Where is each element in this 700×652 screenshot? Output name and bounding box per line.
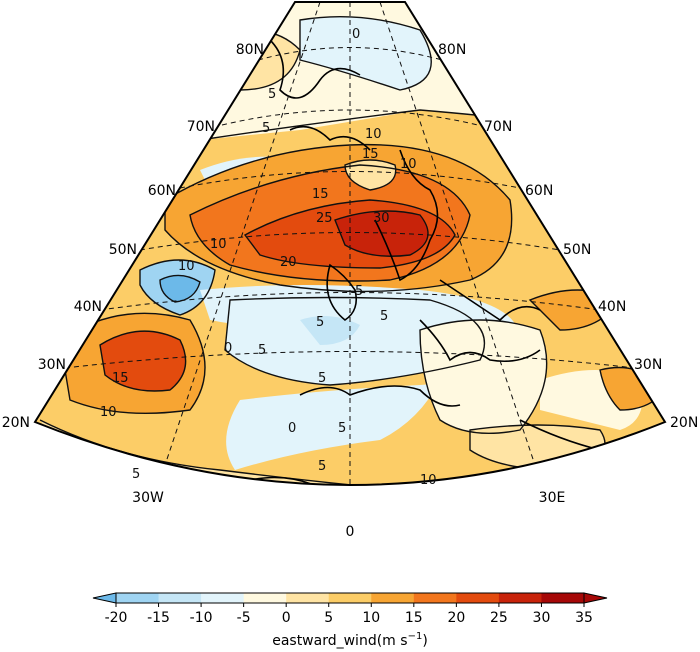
colorbar-cells xyxy=(116,593,585,603)
colorbar-cell xyxy=(243,593,287,603)
colorbar-cell xyxy=(328,593,372,603)
colorbar-label: eastward_wind(m s−1) xyxy=(272,631,428,649)
contour-label: 20 xyxy=(280,255,297,270)
contour-label: 10 xyxy=(100,405,117,420)
colorbar-frame xyxy=(115,592,585,604)
colorbar-tick-label: 35 xyxy=(575,610,593,626)
contour-label: 5 xyxy=(318,371,326,386)
lat-label: 80N xyxy=(438,42,466,58)
contour-label: 5 xyxy=(338,421,346,436)
colorbar-tick-label: 10 xyxy=(362,610,380,626)
lat-label: 40N xyxy=(598,299,626,315)
lat-label: 20N xyxy=(2,415,30,431)
contour-label: 5 xyxy=(380,309,388,324)
colorbar-cell xyxy=(116,593,160,603)
contour-label: 5 xyxy=(318,459,326,474)
contour-label: 15 xyxy=(312,187,329,202)
contour-label: 5 xyxy=(132,467,140,482)
colorbar-cell xyxy=(413,593,457,603)
colorbar-tick-label: -20 xyxy=(105,610,128,626)
lat-label: 50N xyxy=(563,242,591,258)
contour-label: 5 xyxy=(262,121,270,136)
colorbar-tick-label: 25 xyxy=(490,610,508,626)
colorbar-extend-right xyxy=(583,592,608,604)
colorbar-tick-label: 5 xyxy=(324,610,333,626)
lat-label: 80N xyxy=(236,42,264,58)
lon-label: 30W xyxy=(132,490,164,506)
lon-label: 0 xyxy=(346,524,355,540)
lat-label: 30N xyxy=(634,357,662,373)
contour-label: 5 xyxy=(268,87,276,102)
colorbar-tick-label: 0 xyxy=(282,610,291,626)
contour-label: 15 xyxy=(112,371,129,386)
contour-label: 15 xyxy=(362,147,379,162)
lon-labels: 30W 0 30E xyxy=(132,490,565,540)
contour-label: 25 xyxy=(316,211,333,226)
lat-labels-left: 80N 70N 60N 50N 40N 30N 20N xyxy=(2,42,264,431)
contour-label: 10 xyxy=(210,237,227,252)
lat-label: 70N xyxy=(484,119,512,135)
colorbar-cell xyxy=(541,593,585,603)
colorbar-cell xyxy=(456,593,500,603)
lon-label: 30E xyxy=(539,490,566,506)
contour-label: 0 xyxy=(352,27,360,42)
colorbar-tick-label: 20 xyxy=(447,610,465,626)
colorbar-cell xyxy=(371,593,415,603)
colorbar: -20 -15 -10 -5 0 5 10 15 20 25 30 35 eastward_wind(… xyxy=(92,592,608,649)
lat-labels-right: 80N 70N 60N 50N 40N 30N 20N xyxy=(438,42,698,431)
colorbar-tick-label: -5 xyxy=(237,610,251,626)
contour-label: 5 xyxy=(316,315,324,330)
colorbar-ticks: -20 -15 -10 -5 0 5 10 15 20 25 30 35 xyxy=(105,603,593,626)
colorbar-tick-label: -15 xyxy=(147,610,170,626)
lat-label: 60N xyxy=(148,183,176,199)
contour-label: 30 xyxy=(373,211,390,226)
colorbar-tick-label: 15 xyxy=(405,610,423,626)
contour-label: 10 xyxy=(420,473,437,488)
contour-label: 5 xyxy=(258,343,266,358)
contour-label: 5 xyxy=(355,284,363,299)
contour-label: 10 xyxy=(400,157,417,172)
colorbar-tick-label: 30 xyxy=(533,610,551,626)
map-border xyxy=(33,1,667,486)
colorbar-tick-label: -10 xyxy=(190,610,213,626)
contour-label: 0 xyxy=(288,421,296,436)
lat-label: 20N xyxy=(670,415,698,431)
graticule xyxy=(64,2,636,485)
lat-label: 30N xyxy=(38,357,66,373)
colorbar-cell xyxy=(201,593,245,603)
contour-label: 10 xyxy=(178,259,195,274)
contour-labels: 0 5 5 10 10 15 15 20 25 30 10 5 5 5 5 0 … xyxy=(100,27,437,488)
lat-label: 60N xyxy=(525,183,553,199)
lat-label: 40N xyxy=(74,299,102,315)
contour-label: 0 xyxy=(224,341,232,356)
colorbar-cell xyxy=(498,593,542,603)
lat-label: 70N xyxy=(187,119,215,135)
colorbar-cell xyxy=(158,593,202,603)
colorbar-cell xyxy=(286,593,330,603)
contour-label: 10 xyxy=(365,127,382,142)
colorbar-extend-left xyxy=(92,592,117,604)
coastlines xyxy=(249,39,661,485)
lat-label: 50N xyxy=(109,242,137,258)
